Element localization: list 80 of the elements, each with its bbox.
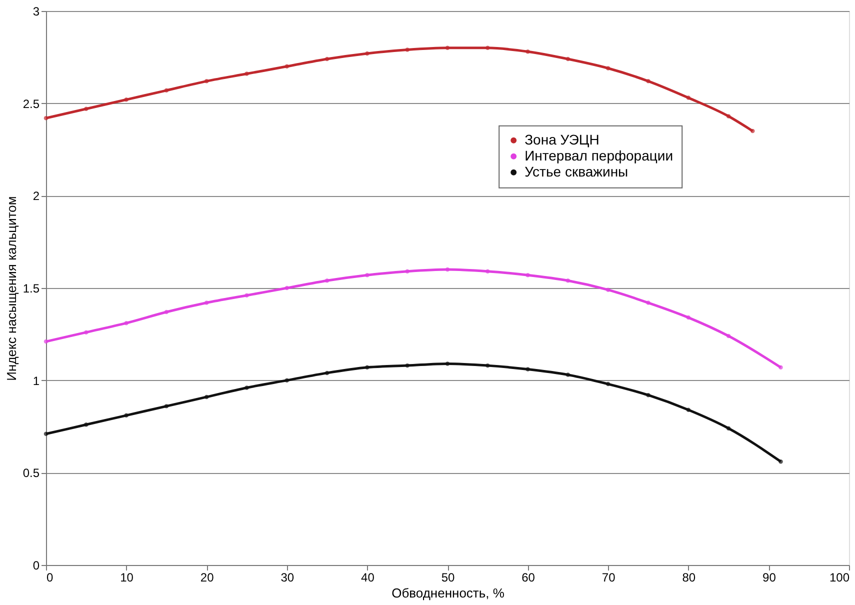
point	[204, 79, 209, 84]
point	[324, 278, 330, 283]
y-tick-label: 2.5	[22, 96, 40, 111]
x-tick-label: 40	[361, 570, 375, 584]
point	[778, 459, 783, 464]
point	[686, 96, 691, 100]
point	[44, 432, 48, 436]
x-tick-label: 80	[682, 570, 696, 584]
y-tick-label: 1	[32, 374, 40, 388]
x-tick-label: 10	[120, 570, 134, 584]
point	[284, 286, 290, 290]
point	[526, 50, 530, 54]
point	[244, 386, 249, 390]
y-tick-label: 3	[32, 4, 40, 18]
point	[405, 363, 410, 368]
point	[726, 426, 731, 430]
point	[244, 72, 249, 76]
point	[726, 114, 731, 118]
point	[365, 51, 370, 56]
point	[324, 56, 330, 62]
y-tick-label: 0	[32, 558, 40, 572]
point	[284, 64, 290, 69]
point	[526, 367, 530, 372]
point	[324, 370, 330, 376]
point	[606, 288, 610, 292]
point	[84, 330, 88, 334]
point	[486, 269, 490, 274]
point	[84, 422, 88, 427]
point	[164, 404, 169, 408]
point	[486, 363, 490, 368]
point	[204, 394, 209, 400]
point	[84, 106, 88, 111]
point	[164, 310, 169, 314]
legend-label: Интервал перфорации	[524, 147, 674, 164]
point	[405, 48, 410, 52]
x-tick-label: 90	[762, 570, 776, 584]
point	[526, 272, 530, 278]
point	[686, 315, 691, 320]
point	[365, 365, 370, 370]
y-tick-label: 0.5	[22, 466, 40, 480]
point	[204, 300, 209, 305]
point	[646, 300, 650, 305]
point	[566, 372, 570, 377]
point	[445, 267, 450, 272]
y-axis-title: Индекс насыщения кальцитом	[4, 196, 19, 381]
point	[726, 334, 731, 338]
point	[405, 269, 410, 274]
x-tick-label: 20	[200, 570, 214, 584]
x-tick-label: 50	[441, 570, 455, 584]
point	[606, 66, 610, 70]
point	[445, 362, 450, 366]
x-axis-title: Обводненность, %	[392, 586, 505, 600]
x-tick-label: 0	[46, 570, 54, 584]
point	[124, 320, 128, 326]
point	[124, 98, 128, 102]
point	[566, 56, 570, 62]
point	[284, 378, 290, 382]
legend-label: Зона УЭЦН	[524, 131, 600, 148]
y-tick-label: 1.5	[22, 282, 40, 296]
point	[606, 382, 610, 386]
point	[44, 339, 48, 344]
point	[44, 116, 48, 120]
point	[164, 88, 169, 93]
point	[244, 293, 249, 298]
point	[686, 408, 691, 412]
point	[778, 365, 783, 370]
point	[750, 128, 755, 134]
x-tick-label: 70	[602, 570, 616, 584]
x-tick-label: 60	[522, 570, 536, 584]
point	[124, 413, 128, 418]
x-tick-label: 30	[280, 570, 294, 584]
point	[646, 79, 650, 84]
point	[486, 46, 490, 50]
point	[566, 278, 570, 283]
point	[365, 272, 370, 278]
x-tick-label: 100	[829, 570, 850, 584]
legend-label: Устье скважины	[524, 163, 628, 180]
point	[646, 392, 650, 398]
point	[445, 46, 450, 50]
y-tick-label: 2	[32, 189, 40, 204]
